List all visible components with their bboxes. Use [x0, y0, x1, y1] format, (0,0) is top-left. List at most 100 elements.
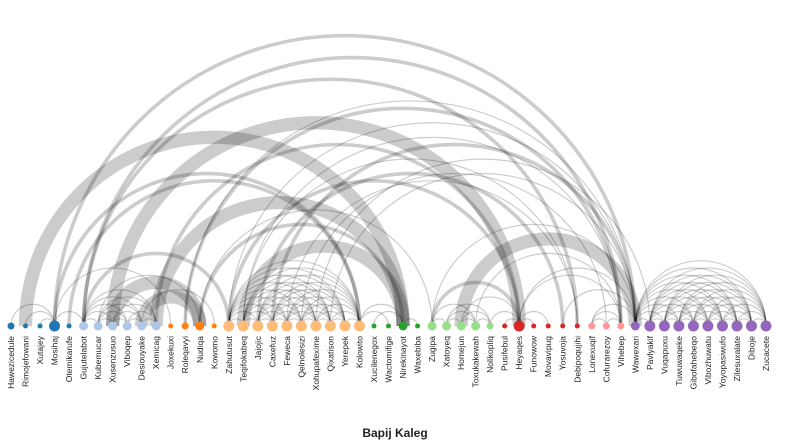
arc-link	[286, 303, 332, 327]
node-dot	[353, 320, 365, 332]
arc-link	[141, 289, 215, 327]
arc-link	[489, 311, 520, 327]
node-dot	[531, 323, 537, 329]
arc-link	[678, 282, 767, 327]
arc-link	[634, 267, 753, 327]
node-label: Vihebep	[616, 336, 626, 367]
arc-link	[154, 142, 521, 327]
arc-link	[430, 280, 521, 327]
arc-link	[67, 179, 362, 327]
node-labels: Hawezicedule Rimojefowani Xutajey Mosihaj Ot…	[6, 335, 771, 390]
arc-link	[445, 303, 491, 327]
node-label: Zahutusut	[224, 335, 234, 373]
node-label: Funowow	[529, 335, 539, 372]
node-dot	[281, 320, 293, 332]
arc-link	[692, 311, 724, 327]
node-dot	[760, 320, 772, 332]
node-label: Kubemucar	[93, 336, 103, 380]
arc-link	[692, 303, 738, 327]
arc-link	[53, 267, 172, 327]
arc-link	[257, 296, 317, 327]
arc-link	[81, 251, 231, 327]
node-dot	[415, 323, 421, 329]
arc-link	[663, 274, 767, 327]
arc-link	[460, 296, 520, 327]
node-dot	[79, 321, 89, 331]
arc-link	[300, 173, 607, 327]
node-label: Xemicag	[151, 336, 161, 369]
node-dot	[386, 323, 391, 329]
arc-link	[271, 289, 346, 327]
node-label: Feweca	[282, 336, 292, 366]
node-label: Wawexari	[630, 336, 640, 373]
arc-nodes	[7, 320, 772, 332]
node-dot	[731, 320, 743, 332]
node-label: Qelnolesizi	[296, 336, 306, 378]
arc-link	[236, 239, 410, 327]
node-dot	[237, 320, 249, 332]
arc-link	[82, 303, 128, 327]
node-label: Joxekuxi	[166, 336, 176, 369]
arc-link	[286, 180, 578, 327]
arc-link	[663, 289, 738, 327]
node-label: Qixatison	[325, 336, 335, 372]
arc-link	[242, 296, 302, 327]
arc-link	[649, 303, 695, 327]
node-label: Xohupafexime	[311, 336, 321, 391]
arc-link	[634, 260, 767, 327]
node-dot	[398, 321, 408, 331]
arc-link	[271, 281, 361, 327]
arc-link	[228, 122, 636, 327]
arc-link	[315, 158, 651, 327]
arc-link	[562, 289, 636, 327]
node-label: Yosuvoja	[558, 336, 568, 370]
node-label: Yoyopasiwufo	[717, 336, 727, 388]
arc-link	[663, 296, 724, 327]
arc-link	[97, 303, 143, 327]
arc-link	[649, 310, 680, 327]
node-dot	[602, 322, 610, 330]
node-label: Teqifokabeq	[238, 336, 248, 382]
node-dot	[644, 320, 656, 332]
arc-link	[649, 281, 738, 327]
arc-link	[518, 310, 549, 327]
node-label: Vuqapuxu	[659, 336, 669, 374]
arc-link	[242, 289, 317, 327]
arc-link	[81, 77, 580, 327]
node-dot	[745, 320, 757, 332]
node-dot	[673, 320, 685, 332]
node-dot	[181, 322, 189, 330]
node-label: Jajojic	[253, 335, 263, 359]
arc-link	[518, 274, 622, 327]
arc-link	[256, 171, 565, 327]
arc-link	[454, 232, 642, 327]
arc-link	[81, 55, 623, 327]
node-dot	[456, 321, 466, 331]
arc-link	[707, 310, 738, 327]
node-dot	[310, 320, 322, 332]
arc-link	[226, 179, 521, 327]
arc-link	[329, 173, 636, 327]
arc-link	[271, 296, 332, 327]
node-dot	[324, 320, 336, 332]
arc-link	[149, 195, 410, 327]
arc-link	[126, 311, 157, 327]
arc-link	[678, 311, 709, 327]
arc-link	[634, 303, 680, 327]
arc-link	[242, 311, 273, 327]
node-dot	[137, 321, 147, 331]
arc-link	[228, 274, 332, 327]
arc-link	[286, 289, 361, 327]
node-label: Yerepek	[340, 335, 350, 367]
node-label: Xutajey	[35, 335, 45, 364]
arc-link	[10, 303, 56, 327]
arc-link	[106, 116, 526, 327]
arc-link	[431, 224, 636, 327]
arc-link	[112, 311, 143, 327]
arc-link	[270, 142, 638, 327]
arc-link	[663, 281, 753, 327]
node-label: Cofurarezoy	[601, 335, 611, 382]
node-dot	[151, 321, 161, 331]
arc-link	[242, 274, 346, 327]
arc-link	[271, 303, 317, 327]
